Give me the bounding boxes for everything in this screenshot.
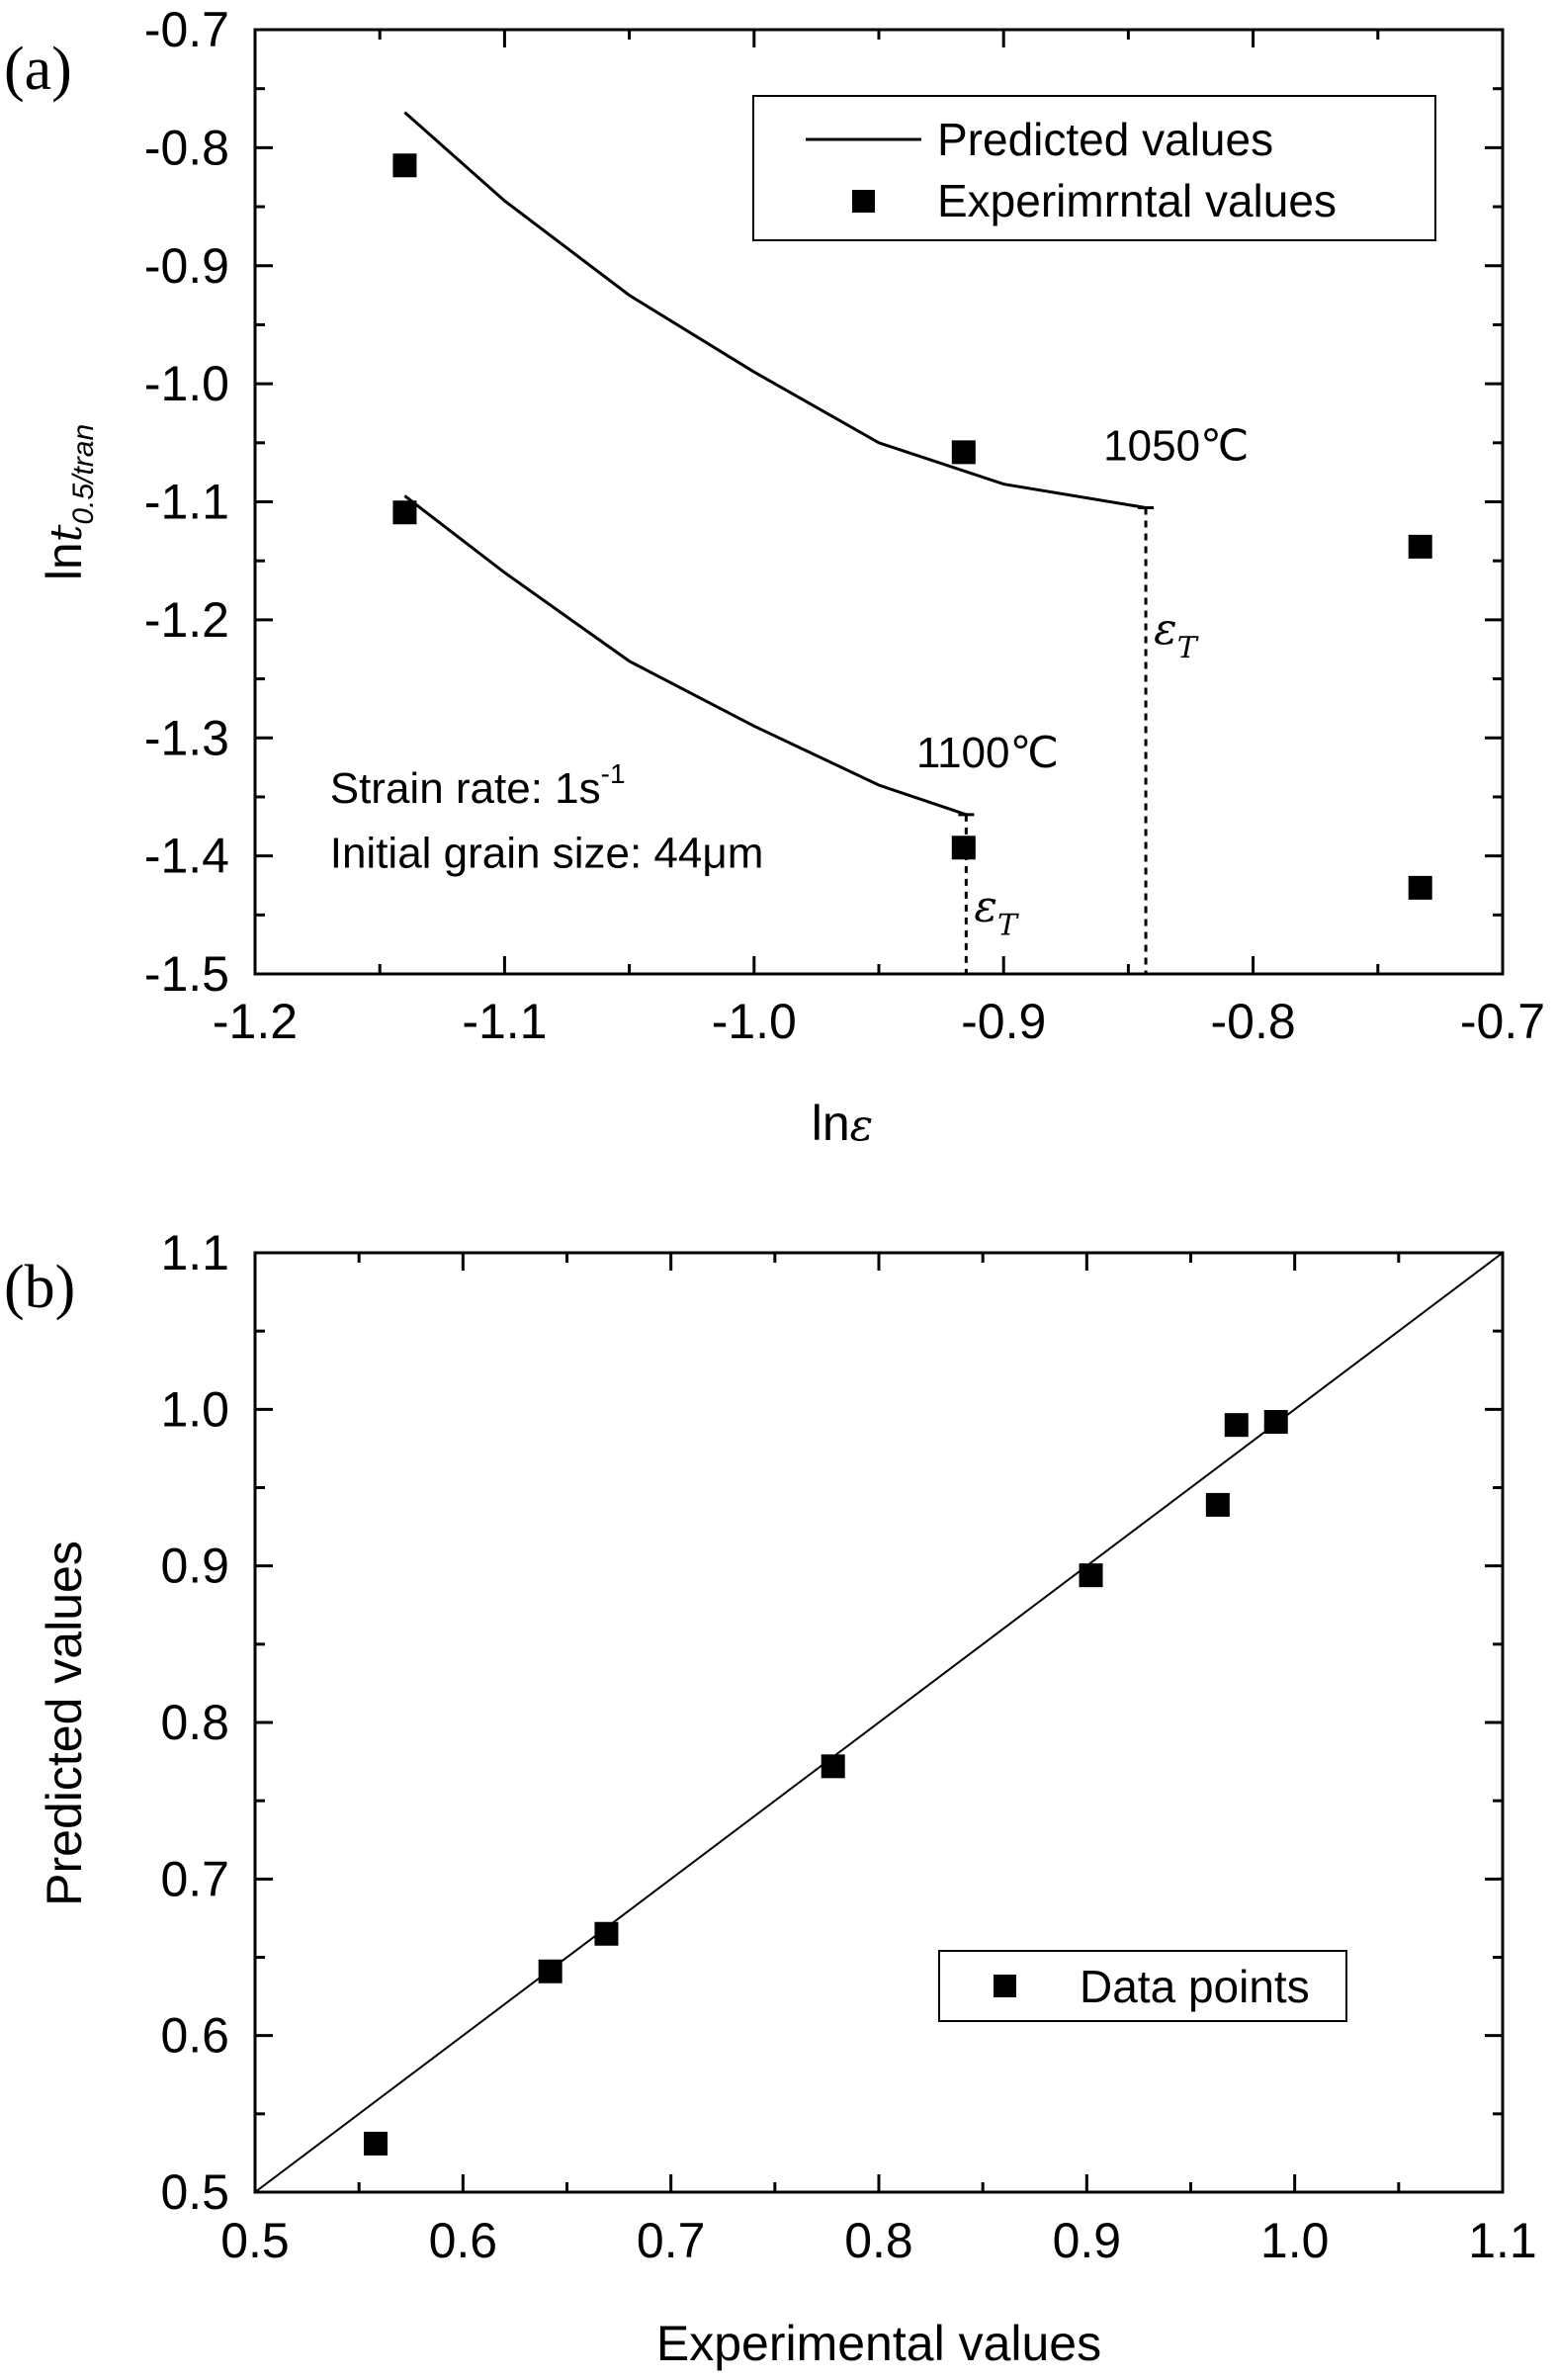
- x-tick-label: -1.0: [712, 994, 797, 1049]
- panel-a-label: (a): [4, 36, 72, 103]
- panel-a-y-axis-title: lnt0.5/tran: [37, 424, 100, 580]
- y-title-subscript: 0.5/tran: [67, 424, 100, 525]
- experimental-point: [392, 153, 417, 178]
- y-tick-label: 0.8: [160, 1695, 229, 1750]
- y-title-prefix: ln: [37, 542, 92, 580]
- x-tick-label: -1.2: [213, 994, 298, 1049]
- data-point: [1224, 1413, 1249, 1438]
- panel-b-y-axis-title: Predicted values: [37, 1541, 92, 1906]
- panel-a-series: [392, 111, 1432, 900]
- y-tick-label: 1.0: [160, 1381, 229, 1437]
- y-tick-label: -1.3: [144, 710, 229, 765]
- y-tick-label: -0.9: [144, 238, 229, 294]
- annotation-grain-size: Initial grain size: 44μm: [330, 830, 764, 878]
- data-point: [1205, 1492, 1230, 1517]
- x-tick-label: 0.6: [429, 2213, 498, 2268]
- x-tick-label: -0.7: [1460, 994, 1545, 1049]
- x-tick-label: -0.8: [1211, 994, 1296, 1049]
- y-tick-label: -1.4: [144, 829, 229, 884]
- legend-entry-experimental: Experimrntal values: [937, 175, 1337, 226]
- x-title-symbol: ε: [850, 1101, 874, 1151]
- y-tick-label: 0.7: [160, 1851, 229, 1906]
- y-tick-label: 0.9: [160, 1539, 229, 1594]
- panel-b-tick-labels: 0.5 0.6 0.7 0.8 0.9 1.0 1.1 0.5 0.6 0.7 0.8 0.9 1.0 1…: [160, 1225, 1536, 2268]
- panel-b-legend: Data points: [938, 1950, 1347, 2022]
- panel-a-chart: (a) -1.2 -1.1 -1.0 -0.9 -0.8 -0.7 -1.5 -1.4 -1.3…: [4, 2, 1545, 1151]
- x-tick-label: 0.8: [844, 2213, 913, 2268]
- y-tick-label: -1.2: [144, 592, 229, 648]
- x-tick-label: 1.0: [1260, 2213, 1330, 2268]
- experimental-point: [392, 500, 417, 525]
- panel-b-chart: (b) 0.5 0.6 0.7 0.8 0.9 1.0 1.1 0.5 0.6 0.7 0.8 0.9…: [4, 1225, 1537, 2371]
- epsilon-subscript: T: [1177, 631, 1199, 665]
- panel-a-legend-box: [752, 95, 1436, 241]
- epsilon-subscript: T: [997, 908, 1019, 942]
- epsilon-t-label-1: εT: [974, 881, 1019, 942]
- epsilon-symbol: ε: [1154, 604, 1177, 655]
- predicted-curve-0: [403, 111, 1147, 509]
- x-tick-label: 1.1: [1468, 2213, 1537, 2268]
- data-point: [1263, 1410, 1288, 1434]
- strain-rate-text: Strain rate: 1s: [330, 764, 601, 813]
- epsilon-symbol: ε: [974, 881, 997, 931]
- data-point: [1079, 1563, 1103, 1588]
- legend-entry-predicted: Predicted values: [937, 114, 1273, 165]
- panel-b-ticks: [253, 1251, 1505, 2194]
- data-point: [538, 1959, 562, 1983]
- x-tick-label: 0.9: [1053, 2213, 1122, 2268]
- panel-b-diagonal-line: [254, 1252, 1504, 2193]
- y-tick-label: 0.6: [160, 2008, 229, 2064]
- y-tick-label: 0.5: [160, 2164, 229, 2220]
- panel-b-x-axis-title: Experimental values: [656, 2316, 1101, 2371]
- x-title-prefix: ln: [812, 1096, 850, 1151]
- experimental-point: [951, 440, 976, 465]
- legend-square-swatch: [852, 190, 875, 213]
- annotation-1100c: 1100℃: [916, 729, 1059, 777]
- annotation-strain-rate: Strain rate: 1s-1: [330, 758, 626, 813]
- panel-b-series: [363, 1410, 1288, 2156]
- data-point: [821, 1754, 845, 1779]
- panel-a-legend: Predicted values Experimrntal values: [752, 95, 1436, 241]
- predicted-curve-1: [403, 494, 967, 817]
- legend-entry-data-points: Data points: [1080, 1961, 1310, 2012]
- y-tick-label: -1.0: [144, 356, 229, 411]
- panel-b-label: (b): [4, 1254, 75, 1321]
- experimental-point: [1408, 534, 1432, 559]
- x-tick-label: 0.7: [637, 2213, 706, 2268]
- panel-a-tick-labels: -1.2 -1.1 -1.0 -0.9 -0.8 -0.7 -1.5 -1.4 -1.3 -1.2…: [144, 2, 1545, 1049]
- y-tick-label: -0.7: [144, 2, 229, 57]
- y-tick-label: 1.1: [160, 1225, 229, 1280]
- annotation-1050c: 1050℃: [1103, 422, 1249, 471]
- experimental-point: [951, 836, 976, 860]
- data-point: [594, 1921, 619, 1946]
- panel-a-x-axis-title: lnε: [812, 1096, 874, 1151]
- x-tick-label: -0.9: [961, 994, 1046, 1049]
- grain-size-text: Initial grain size: 44: [330, 830, 703, 878]
- data-point: [363, 2131, 388, 2156]
- strain-rate-superscript: -1: [601, 758, 626, 789]
- epsilon-t-label-0: εT: [1154, 604, 1199, 665]
- panel-a-ticks: [253, 28, 1505, 976]
- y-tick-label: -1.1: [144, 475, 229, 530]
- legend-square-swatch-b: [994, 1975, 1016, 1997]
- grain-size-unit: μm: [702, 830, 763, 878]
- y-title-symbol: t: [42, 524, 92, 542]
- experimental-point: [1408, 875, 1432, 900]
- y-tick-label: -0.8: [144, 120, 229, 175]
- x-tick-label: -1.1: [462, 994, 547, 1049]
- y-tick-label: -1.5: [144, 946, 229, 1002]
- x-tick-label: 0.5: [220, 2213, 290, 2268]
